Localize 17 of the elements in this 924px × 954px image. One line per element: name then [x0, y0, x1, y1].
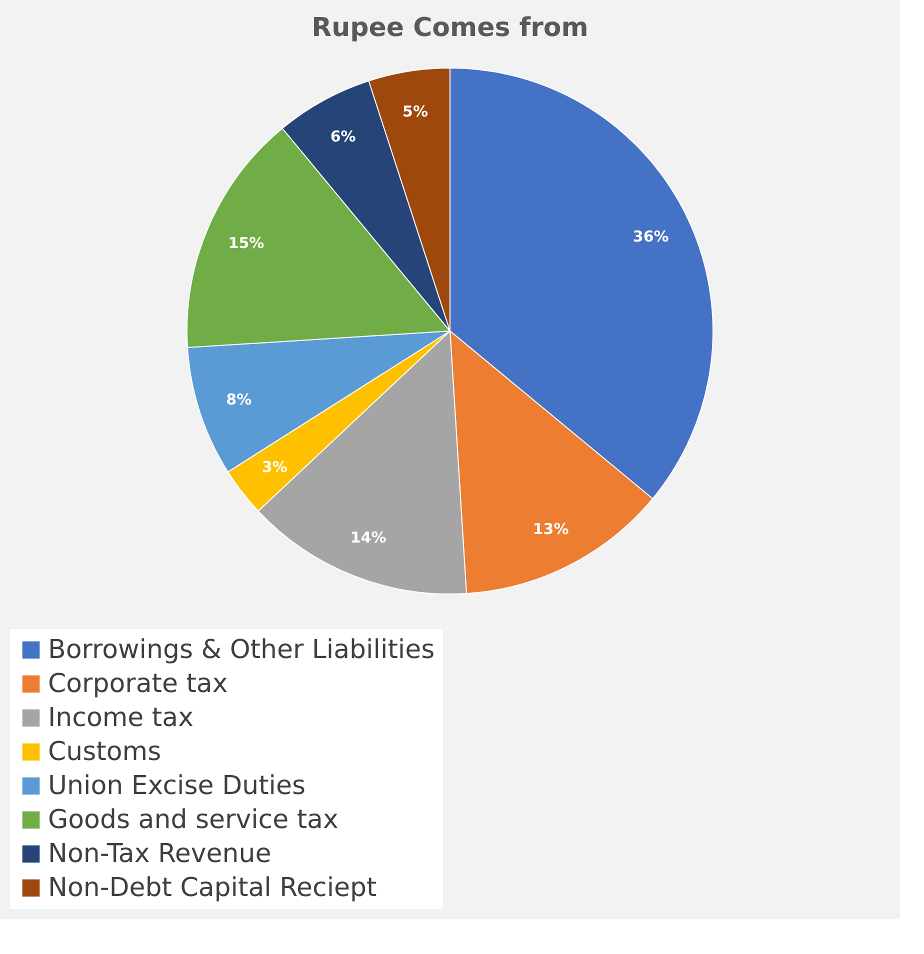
legend-label: Goods and service tax [48, 805, 338, 835]
legend-label: Corporate tax [48, 669, 228, 699]
legend-label: Non-Debt Capital Reciept [48, 873, 377, 903]
data-label: 3% [262, 458, 288, 476]
data-label: 5% [402, 102, 428, 121]
data-label: 36% [632, 227, 669, 246]
data-label: 13% [532, 520, 569, 538]
data-label: 8% [226, 390, 252, 409]
legend-label: Non-Tax Revenue [48, 839, 272, 869]
data-label: 6% [330, 127, 356, 146]
legend-label: Income tax [48, 703, 194, 733]
legend-label: Union Excise Duties [48, 771, 306, 801]
legend-label: Customs [48, 737, 162, 767]
data-label: 14% [350, 528, 386, 546]
chart-title: Rupee Comes from [312, 13, 588, 43]
legend-label: Borrowings & Other Liabilities [48, 635, 435, 665]
data-label: 15% [228, 234, 264, 252]
